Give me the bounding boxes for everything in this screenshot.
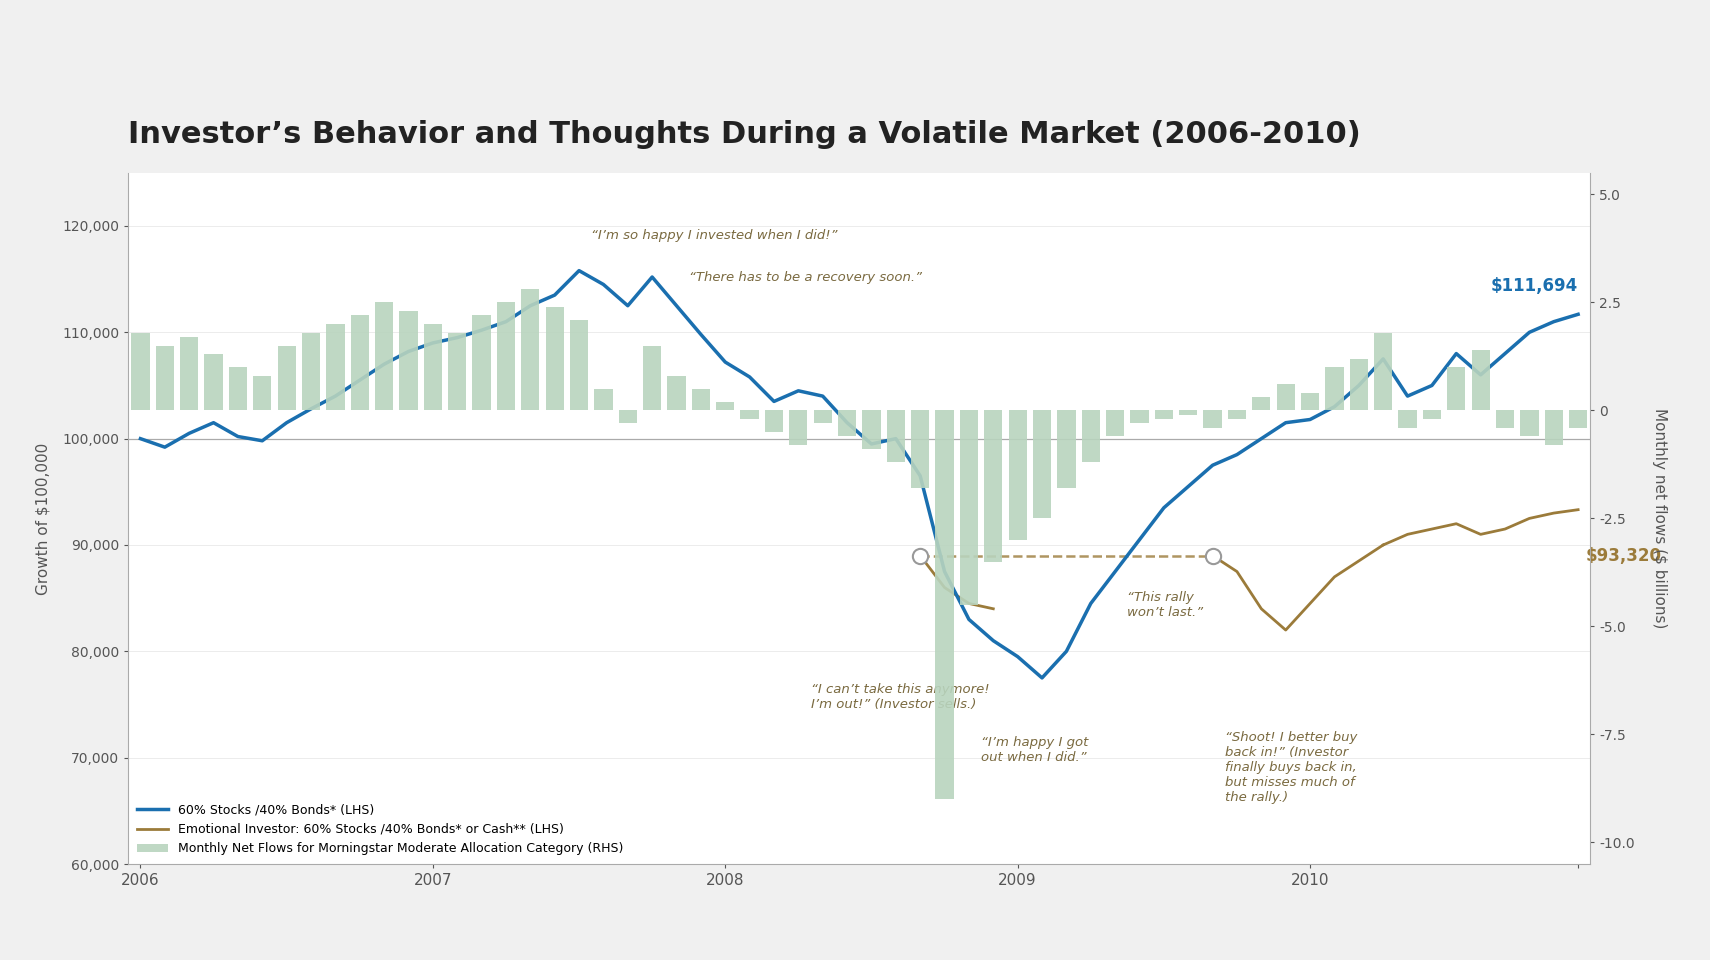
Bar [1033, 411, 1052, 518]
Bar [1349, 359, 1368, 411]
Bar [1252, 397, 1271, 411]
Bar [1204, 411, 1221, 428]
Bar [1082, 411, 1100, 463]
Bar [667, 376, 686, 411]
Bar [1472, 350, 1489, 411]
Bar [595, 389, 612, 411]
Text: “I’m happy I got
out when I did.”: “I’m happy I got out when I did.” [982, 736, 1089, 764]
Text: “This rally
won’t last.”: “This rally won’t last.” [1127, 591, 1204, 619]
Bar [1277, 385, 1294, 411]
Bar [1301, 394, 1318, 411]
Bar [693, 389, 710, 411]
Y-axis label: Monthly net flows ($ billions): Monthly net flows ($ billions) [1652, 408, 1667, 629]
Bar [374, 302, 393, 411]
Text: $93,320: $93,320 [1585, 547, 1662, 564]
Bar [1496, 411, 1513, 428]
Bar [1325, 368, 1344, 411]
Bar [935, 411, 954, 799]
Bar [424, 324, 441, 411]
Bar [1130, 411, 1149, 423]
Text: “Shoot! I better buy
back in!” (Investor
finally buys back in,
but misses much o: “Shoot! I better buy back in!” (Investor… [1224, 732, 1358, 804]
Bar [1423, 411, 1442, 420]
Bar [156, 346, 174, 411]
Text: Investor’s Behavior and Thoughts During a Volatile Market (2006-2010): Investor’s Behavior and Thoughts During … [128, 120, 1361, 149]
Bar [790, 411, 807, 445]
Text: “I’m so happy I invested when I did!”: “I’m so happy I invested when I did!” [592, 228, 838, 242]
Bar [1399, 411, 1416, 428]
Bar [985, 411, 1002, 562]
Bar [1570, 411, 1587, 428]
Bar [229, 368, 246, 411]
Bar [1154, 411, 1173, 420]
Bar [862, 411, 881, 449]
Bar [400, 311, 417, 411]
Bar [1520, 411, 1539, 436]
Bar [1057, 411, 1076, 489]
Bar [1228, 411, 1247, 420]
Bar [448, 333, 467, 411]
Bar [1447, 368, 1465, 411]
Text: $111,694: $111,694 [1491, 277, 1578, 295]
Bar [1180, 411, 1197, 415]
Bar [887, 411, 905, 463]
Bar [351, 316, 369, 411]
Bar [327, 324, 344, 411]
Bar [838, 411, 857, 436]
Bar [1106, 411, 1123, 436]
Text: “There has to be a recovery soon.”: “There has to be a recovery soon.” [689, 272, 922, 284]
Text: “I can’t take this anymore!
I’m out!” (Investor sells.): “I can’t take this anymore! I’m out!” (I… [811, 684, 988, 711]
Bar [1544, 411, 1563, 445]
Bar [619, 411, 636, 423]
Bar [522, 290, 539, 411]
Bar [764, 411, 783, 432]
Bar [498, 302, 515, 411]
Bar [716, 402, 734, 411]
Bar [132, 333, 149, 411]
Bar [180, 337, 198, 411]
Bar [545, 307, 564, 411]
Bar [569, 320, 588, 411]
Bar [643, 346, 662, 411]
Bar [253, 376, 272, 411]
Bar [303, 333, 320, 411]
Bar [740, 411, 759, 420]
Legend: 60% Stocks /40% Bonds* (LHS), Emotional Investor: 60% Stocks /40% Bonds* or Cash: 60% Stocks /40% Bonds* (LHS), Emotional … [132, 799, 629, 860]
Bar [959, 411, 978, 605]
Bar [1009, 411, 1026, 540]
Bar [277, 346, 296, 411]
Bar [911, 411, 929, 489]
Bar [1375, 333, 1392, 411]
Bar [205, 354, 222, 411]
Bar [472, 316, 491, 411]
Y-axis label: Growth of $100,000: Growth of $100,000 [36, 443, 51, 594]
Bar [814, 411, 831, 423]
